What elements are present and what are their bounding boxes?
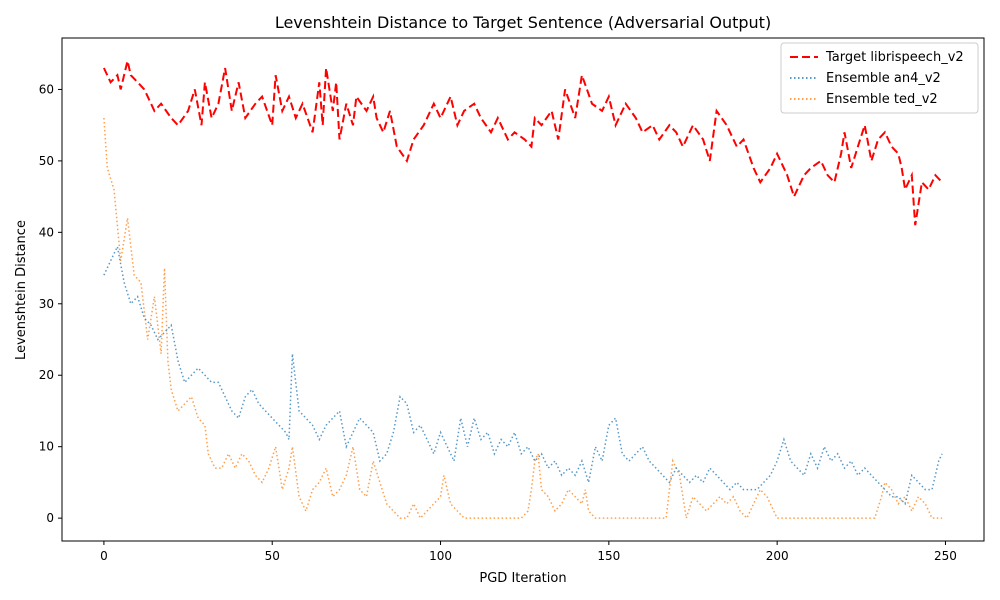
- chart-title: Levenshtein Distance to Target Sentence …: [275, 13, 771, 32]
- plot-frame: [61, 37, 985, 542]
- legend-box: [780, 42, 979, 114]
- y-tick-label: 30: [39, 297, 54, 311]
- y-tick-label: 40: [39, 225, 54, 239]
- legend-label: Ensemble an4_v2: [826, 71, 941, 86]
- y-tick-label: 60: [39, 82, 54, 96]
- y-tick-label: 20: [39, 368, 54, 382]
- legend: Target librispeech_v2 Ensemble an4_v2 Ense…: [780, 42, 979, 114]
- x-tick-label: 250: [934, 549, 957, 563]
- series-line-2: [103, 117, 943, 520]
- legend-label: Ensemble ted_v2: [826, 92, 938, 107]
- series-line-1: [103, 244, 943, 506]
- plot-area: [102, 60, 943, 520]
- y-axis: 0 10 20 30 40 50 60: [39, 82, 62, 525]
- y-tick-label: 50: [39, 154, 54, 168]
- x-axis: 0 50 100 150 200 250: [100, 541, 957, 563]
- x-tick-label: 200: [766, 549, 789, 563]
- x-axis-label: PGD Iteration: [479, 571, 566, 586]
- x-tick-label: 100: [429, 549, 452, 563]
- series-line-0: [102, 60, 943, 226]
- x-tick-label: 150: [597, 549, 620, 563]
- y-tick-label: 0: [46, 511, 54, 525]
- y-axis-label: Levenshtein Distance: [14, 220, 29, 360]
- x-tick-label: 0: [100, 549, 108, 563]
- legend-label: Target librispeech_v2: [825, 50, 964, 65]
- y-tick-label: 10: [39, 440, 54, 454]
- x-tick-label: 50: [265, 549, 280, 563]
